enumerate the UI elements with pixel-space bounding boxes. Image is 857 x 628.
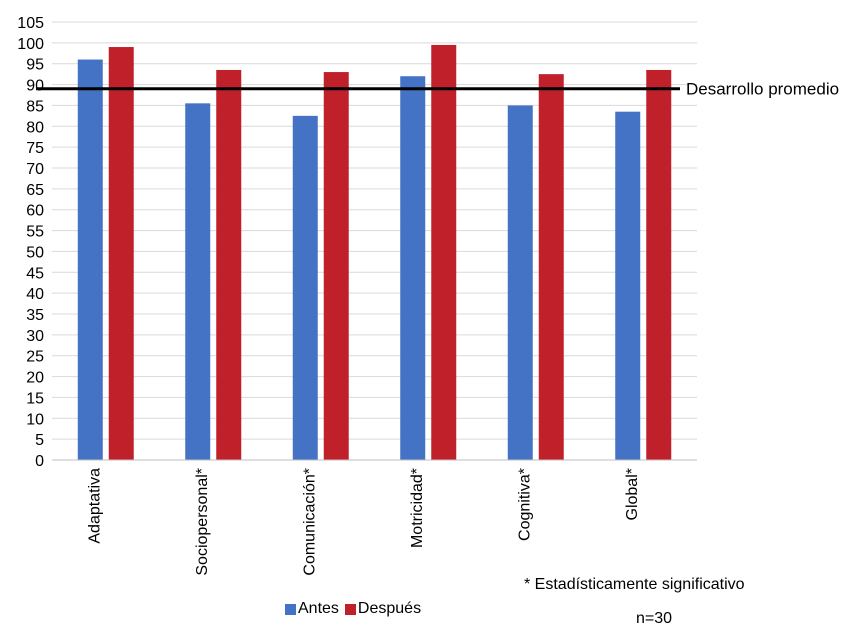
legend-label-antes: Antes <box>298 600 339 617</box>
legend-swatch-antes <box>285 603 296 615</box>
x-axis-categories: Adaptativa Sociopersonal* Comunicación* Mot… <box>86 468 641 576</box>
bar-antes-0 <box>77 59 103 461</box>
y-tick-label: 55 <box>26 224 44 241</box>
x-category-label: Sociopersonal* <box>194 468 211 576</box>
bar-despues-3 <box>431 44 457 460</box>
y-tick-label: 80 <box>26 119 44 136</box>
bar-despues-0 <box>108 47 134 461</box>
y-tick-label: 35 <box>26 307 44 324</box>
gridlines <box>52 21 697 440</box>
x-category-label: Adaptativa <box>86 468 103 544</box>
x-category-label: Cognitiva* <box>516 468 533 541</box>
y-tick-label: 50 <box>26 244 44 261</box>
bar-antes-5 <box>615 111 641 460</box>
y-tick-label: 75 <box>26 140 44 157</box>
legend-item-despues: Después <box>344 600 422 618</box>
x-category-label: Motricidad* <box>409 468 426 548</box>
y-tick-label: 40 <box>26 286 44 303</box>
y-tick-label: 105 <box>17 15 44 32</box>
y-tick-label: 5 <box>35 432 44 449</box>
legend-item-antes: Antes <box>285 600 339 618</box>
y-tick-label: 100 <box>17 36 44 53</box>
y-tick-label: 85 <box>26 98 44 115</box>
bar-antes-3 <box>400 76 426 460</box>
legend: Antes Después <box>285 600 427 618</box>
y-tick-label: 70 <box>26 161 44 178</box>
y-tick-label: 65 <box>26 182 44 199</box>
legend-swatch-despues <box>344 603 356 615</box>
y-tick-label: 30 <box>26 328 44 345</box>
y-tick-label: 15 <box>26 390 44 407</box>
bar-despues-2 <box>323 72 349 461</box>
y-tick-label: 45 <box>26 265 44 282</box>
bar-despues-1 <box>216 69 242 460</box>
y-tick-label: 20 <box>26 370 44 387</box>
bar-antes-1 <box>185 103 211 460</box>
significance-note: * Estadísticamente significativo <box>524 576 745 593</box>
y-tick-label: 60 <box>26 203 44 220</box>
bar-antes-4 <box>507 105 533 460</box>
x-category-label: Comunicación* <box>301 468 318 576</box>
bar-despues-5 <box>646 69 672 460</box>
bars <box>77 44 672 461</box>
y-tick-label: 90 <box>26 78 44 95</box>
y-tick-label: 25 <box>26 349 44 366</box>
y-tick-label: 10 <box>26 411 44 428</box>
y-tick-label: 95 <box>26 57 44 74</box>
legend-label-despues: Después <box>357 600 422 617</box>
y-tick-label: 0 <box>35 453 44 470</box>
sample-size-note: n=30 <box>636 610 673 627</box>
bar-despues-4 <box>538 74 564 461</box>
x-category-label: Global* <box>624 468 641 520</box>
y-axis-ticks: 0 5 10 15 20 25 30 35 40 45 50 55 60 65 70 75 80 85 90 95 10… <box>17 15 44 470</box>
bar-antes-2 <box>292 115 318 460</box>
reference-line-label: Desarrollo promedio <box>686 80 839 99</box>
